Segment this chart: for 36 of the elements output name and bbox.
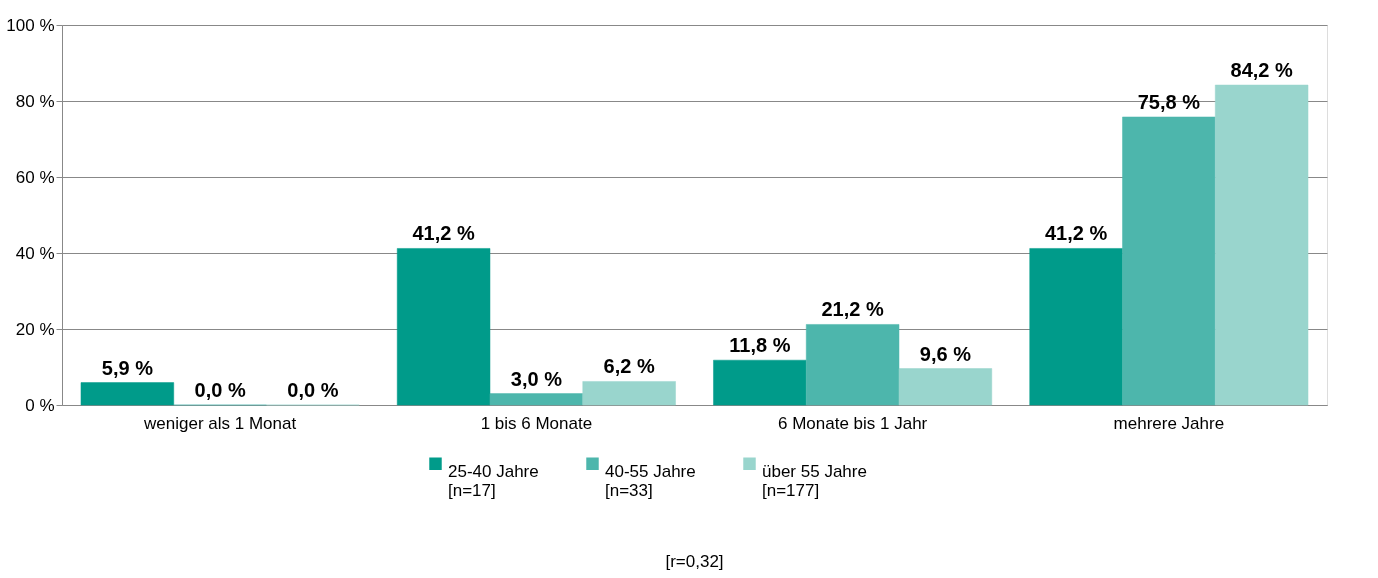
bar (582, 381, 676, 406)
bar (396, 248, 491, 406)
data-label: 0,0 % (194, 379, 246, 401)
bar (80, 382, 174, 406)
bar (1215, 84, 1309, 406)
data-label: 9,6 % (919, 342, 972, 365)
bar (489, 393, 584, 406)
data-label: 21,2 % (821, 298, 884, 321)
y-tick-label: 0 % (25, 395, 55, 415)
text: [r=0,32] (665, 552, 724, 571)
y-tick-label: 80 % (15, 91, 55, 111)
y-tick-label: 20 % (15, 319, 55, 339)
bar (713, 359, 807, 406)
legend-label: 25-40 Jahre [n=17] (448, 461, 539, 500)
data-label: 0,0 % (287, 379, 339, 401)
y-tick-label: 60 % (15, 167, 55, 187)
x-tick-label: 6 Monate bis 1 Jahr (777, 413, 928, 433)
data-label: 41,2 % (1044, 222, 1108, 245)
data-label: 11,8 % (729, 334, 791, 357)
y-tick-label: 100 % (6, 15, 55, 35)
data-label: 3,0 % (510, 367, 563, 390)
bar (1029, 248, 1123, 406)
x-tick-label: mehrere Jahre (1113, 413, 1225, 433)
data-label: 84,2 % (1230, 59, 1293, 82)
bar (805, 324, 900, 406)
legend-label: 40-55 Jahre [n=33] (605, 461, 696, 500)
bar (898, 368, 993, 406)
data-label: 6,2 % (603, 355, 655, 378)
data-label: 75,8 % (1137, 90, 1201, 113)
x-tick-label: weniger als 1 Monat (143, 413, 297, 433)
legend-label: über 55 Jahre [n=177] (762, 461, 867, 500)
data-label: 41,2 % (412, 222, 475, 245)
data-label: 5,9 % (101, 356, 154, 379)
bar (1122, 116, 1216, 406)
y-tick-label: 40 % (15, 243, 55, 263)
x-tick-label: 1 bis 6 Monate (480, 413, 593, 433)
